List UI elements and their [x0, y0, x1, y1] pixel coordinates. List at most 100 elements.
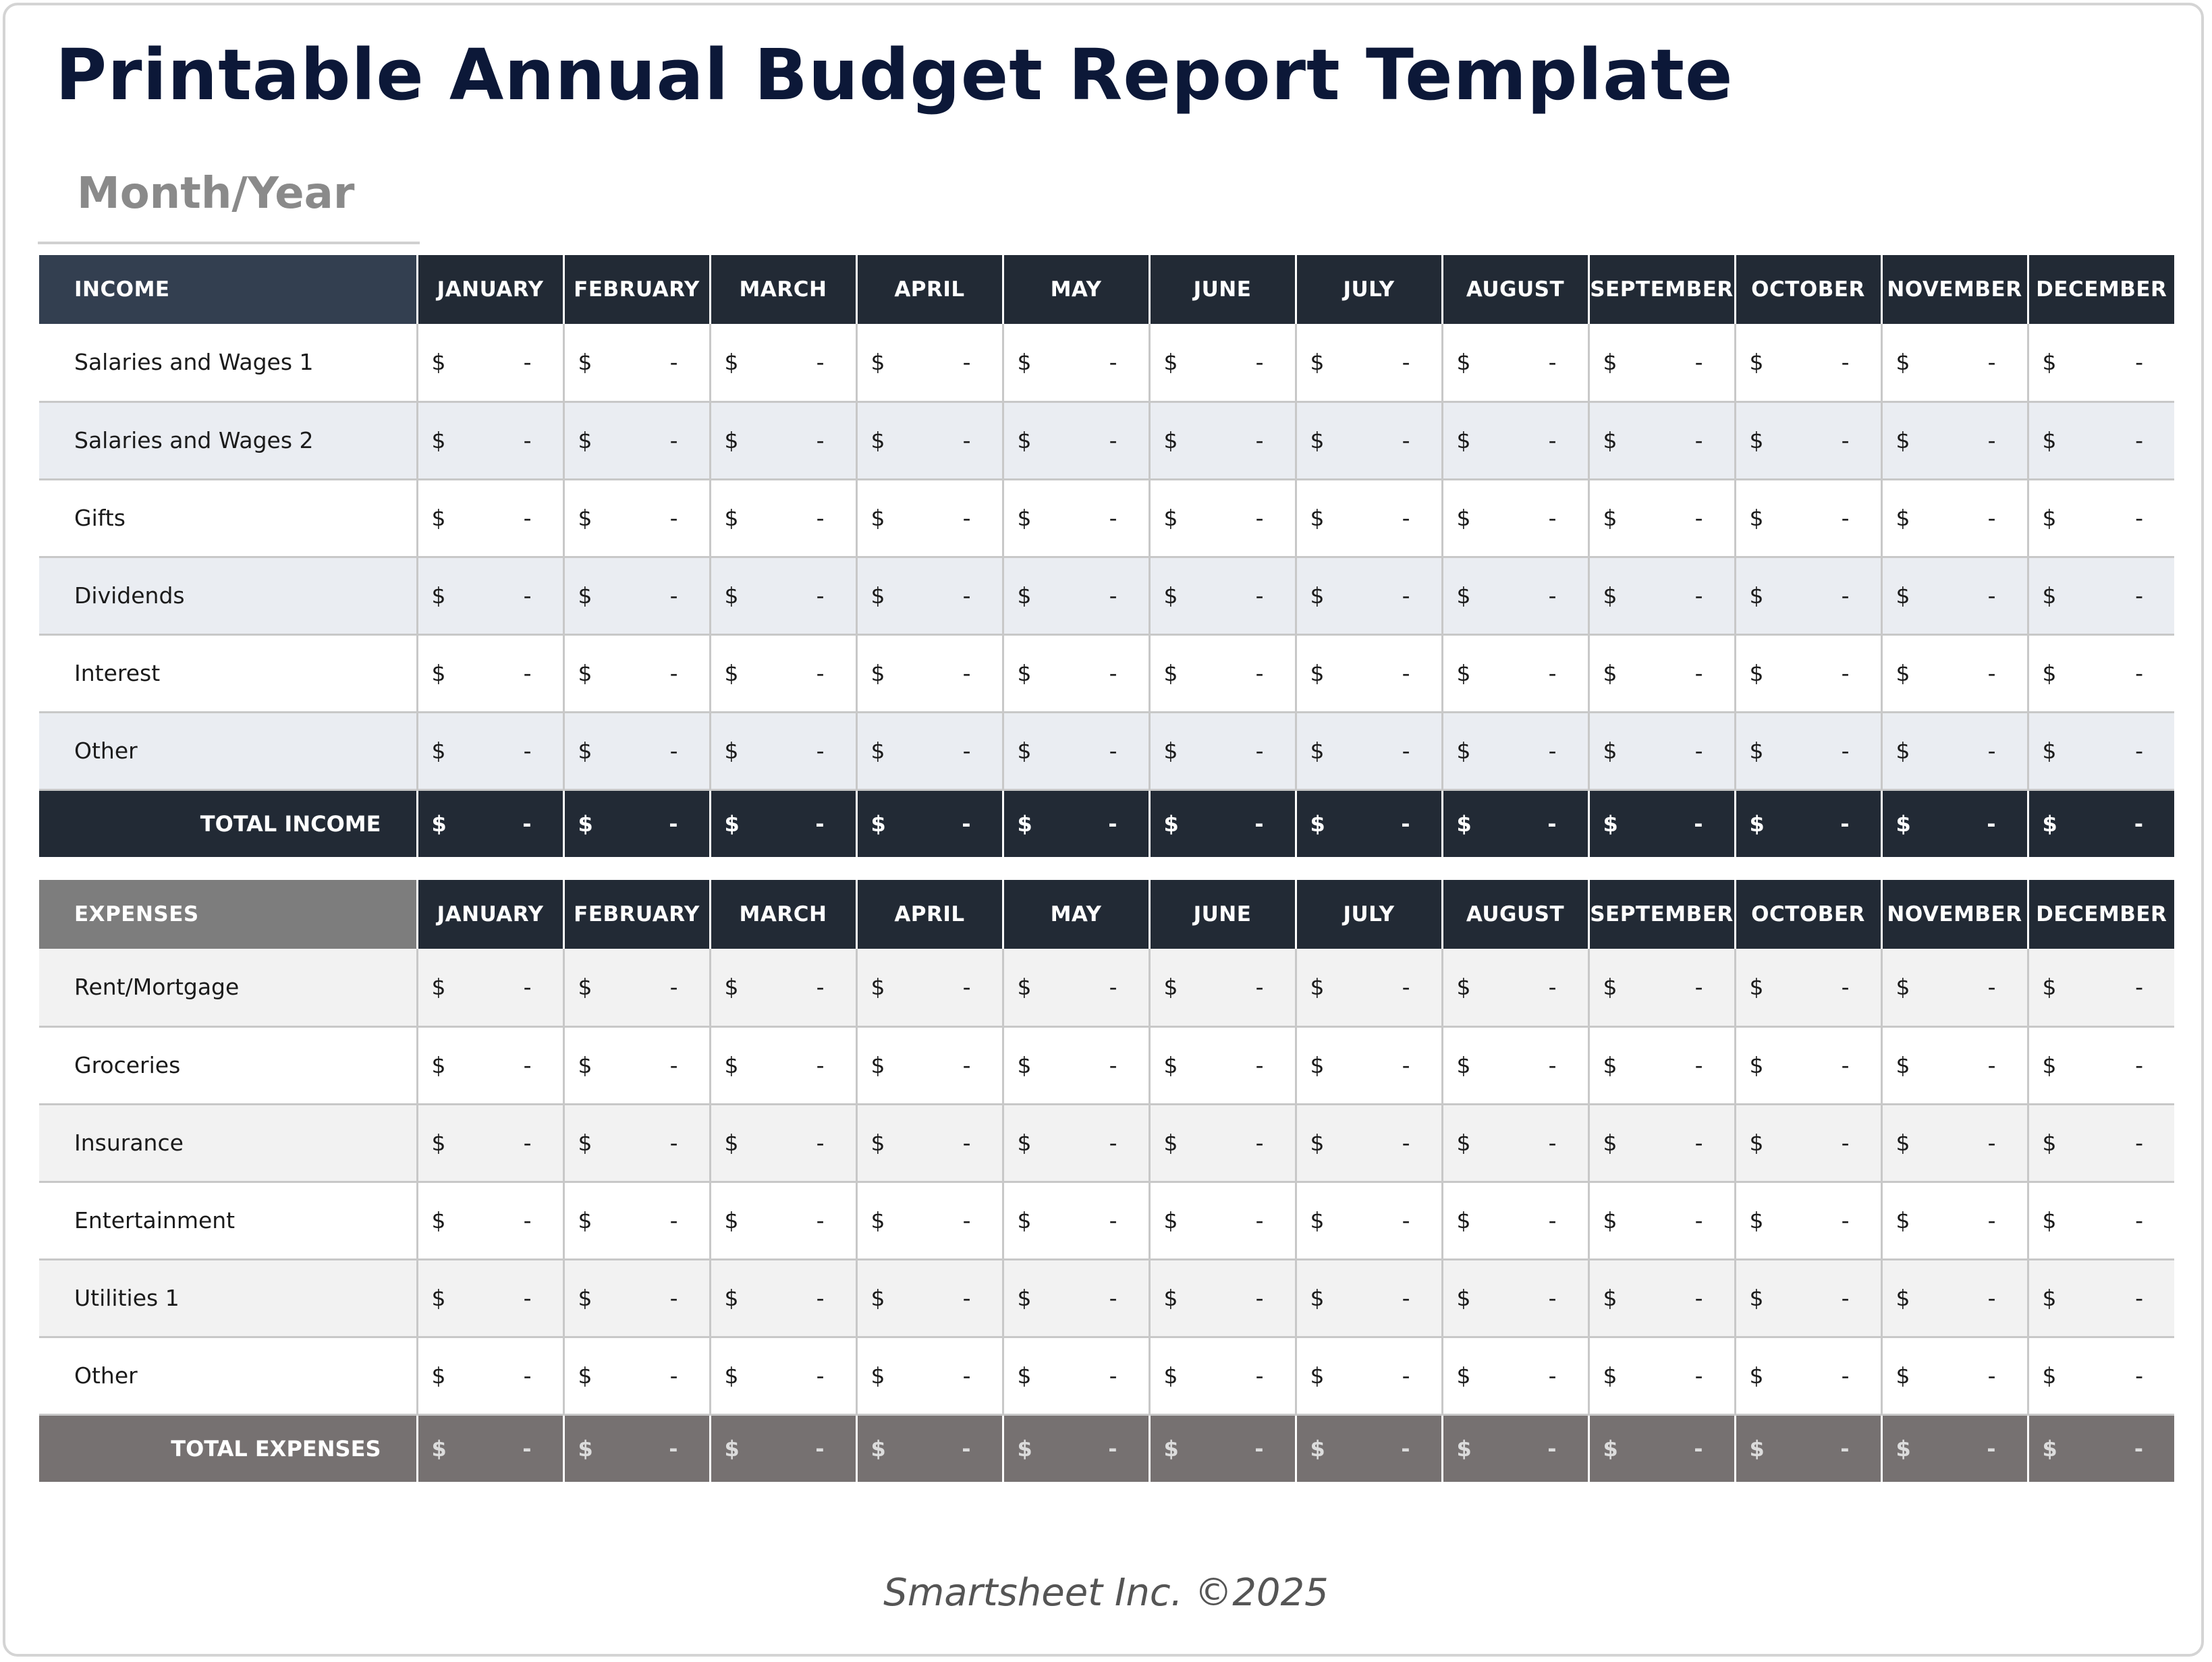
- expenses-cell[interactable]: $ -: [1441, 1259, 1588, 1338]
- income-cell[interactable]: $ -: [562, 324, 710, 403]
- expenses-cell[interactable]: $ -: [1294, 1259, 1442, 1338]
- income-cell[interactable]: $ -: [1587, 324, 1735, 403]
- income-cell[interactable]: $ -: [1587, 401, 1735, 480]
- expenses-cell[interactable]: $ -: [1880, 1182, 2028, 1261]
- income-cell[interactable]: $ -: [855, 634, 1003, 713]
- expenses-cell[interactable]: $ -: [562, 1104, 710, 1183]
- expenses-cell[interactable]: $ -: [1880, 1104, 2028, 1183]
- expenses-cell[interactable]: $ -: [709, 1182, 856, 1261]
- income-cell[interactable]: $ -: [1734, 712, 1881, 791]
- expenses-cell[interactable]: $ -: [855, 1259, 1003, 1338]
- income-row-label[interactable]: Other: [39, 712, 417, 791]
- expenses-row-label[interactable]: Rent/Mortgage: [39, 949, 417, 1028]
- income-cell[interactable]: $ -: [709, 401, 856, 480]
- expenses-row-label[interactable]: Groceries: [39, 1026, 417, 1105]
- income-cell[interactable]: $ -: [1001, 479, 1149, 558]
- expenses-cell[interactable]: $ -: [709, 1104, 856, 1183]
- expenses-row-label[interactable]: Other: [39, 1337, 417, 1416]
- income-cell[interactable]: $ -: [1441, 712, 1588, 791]
- income-cell[interactable]: $ -: [416, 557, 563, 636]
- expenses-cell[interactable]: $ -: [562, 1026, 710, 1105]
- income-row-label[interactable]: Dividends: [39, 557, 417, 636]
- expenses-cell[interactable]: $ -: [1148, 1259, 1296, 1338]
- income-cell[interactable]: $ -: [1001, 557, 1149, 636]
- expenses-cell[interactable]: $ -: [1734, 1104, 1881, 1183]
- income-cell[interactable]: $ -: [1001, 634, 1149, 713]
- expenses-cell[interactable]: $ -: [1294, 1182, 1442, 1261]
- income-cell[interactable]: $ -: [1294, 324, 1442, 403]
- expenses-cell[interactable]: $ -: [416, 1026, 563, 1105]
- expenses-cell[interactable]: $ -: [1148, 1104, 1296, 1183]
- expenses-cell[interactable]: $ -: [1441, 1182, 1588, 1261]
- expenses-cell[interactable]: $ -: [709, 1337, 856, 1416]
- income-cell[interactable]: $ -: [2026, 479, 2174, 558]
- income-cell[interactable]: $ -: [1441, 634, 1588, 713]
- income-cell[interactable]: $ -: [416, 712, 563, 791]
- income-cell[interactable]: $ -: [562, 557, 710, 636]
- expenses-cell[interactable]: $ -: [1001, 1337, 1149, 1416]
- income-cell[interactable]: $ -: [1880, 401, 2028, 480]
- income-cell[interactable]: $ -: [855, 712, 1003, 791]
- expenses-cell[interactable]: $ -: [855, 1337, 1003, 1416]
- income-row-label[interactable]: Interest: [39, 634, 417, 713]
- income-cell[interactable]: $ -: [1001, 712, 1149, 791]
- expenses-cell[interactable]: $ -: [2026, 1026, 2174, 1105]
- expenses-cell[interactable]: $ -: [1880, 1259, 2028, 1338]
- income-cell[interactable]: $ -: [2026, 401, 2174, 480]
- expenses-cell[interactable]: $ -: [1294, 1104, 1442, 1183]
- income-cell[interactable]: $ -: [855, 479, 1003, 558]
- period-label[interactable]: Month/Year: [77, 169, 355, 219]
- expenses-cell[interactable]: $ -: [1734, 1026, 1881, 1105]
- income-cell[interactable]: $ -: [1294, 479, 1442, 558]
- income-cell[interactable]: $ -: [416, 634, 563, 713]
- expenses-cell[interactable]: $ -: [2026, 1182, 2174, 1261]
- expenses-cell[interactable]: $ -: [709, 1026, 856, 1105]
- income-cell[interactable]: $ -: [709, 324, 856, 403]
- income-cell[interactable]: $ -: [2026, 634, 2174, 713]
- expenses-cell[interactable]: $ -: [1441, 1026, 1588, 1105]
- income-cell[interactable]: $ -: [416, 324, 563, 403]
- expenses-cell[interactable]: $ -: [1001, 1104, 1149, 1183]
- expenses-cell[interactable]: $ -: [1001, 1182, 1149, 1261]
- expenses-cell[interactable]: $ -: [1880, 949, 2028, 1028]
- expenses-cell[interactable]: $ -: [2026, 1104, 2174, 1183]
- income-cell[interactable]: $ -: [562, 634, 710, 713]
- expenses-cell[interactable]: $ -: [1587, 949, 1735, 1028]
- expenses-cell[interactable]: $ -: [416, 1104, 563, 1183]
- income-cell[interactable]: $ -: [1587, 557, 1735, 636]
- expenses-cell[interactable]: $ -: [562, 1182, 710, 1261]
- income-cell[interactable]: $ -: [1587, 479, 1735, 558]
- expenses-cell[interactable]: $ -: [1001, 1026, 1149, 1105]
- expenses-cell[interactable]: $ -: [1441, 1104, 1588, 1183]
- income-cell[interactable]: $ -: [1441, 479, 1588, 558]
- income-cell[interactable]: $ -: [1148, 557, 1296, 636]
- income-cell[interactable]: $ -: [1880, 479, 2028, 558]
- expenses-cell[interactable]: $ -: [855, 1104, 1003, 1183]
- income-cell[interactable]: $ -: [1001, 324, 1149, 403]
- expenses-cell[interactable]: $ -: [562, 1259, 710, 1338]
- expenses-cell[interactable]: $ -: [416, 1182, 563, 1261]
- income-cell[interactable]: $ -: [1880, 634, 2028, 713]
- expenses-cell[interactable]: $ -: [855, 949, 1003, 1028]
- income-cell[interactable]: $ -: [709, 557, 856, 636]
- expenses-cell[interactable]: $ -: [416, 949, 563, 1028]
- expenses-cell[interactable]: $ -: [1001, 949, 1149, 1028]
- income-cell[interactable]: $ -: [855, 401, 1003, 480]
- income-cell[interactable]: $ -: [1734, 557, 1881, 636]
- expenses-cell[interactable]: $ -: [855, 1026, 1003, 1105]
- income-cell[interactable]: $ -: [416, 479, 563, 558]
- income-cell[interactable]: $ -: [2026, 324, 2174, 403]
- income-cell[interactable]: $ -: [1148, 634, 1296, 713]
- expenses-cell[interactable]: $ -: [1734, 1337, 1881, 1416]
- income-cell[interactable]: $ -: [1880, 557, 2028, 636]
- income-cell[interactable]: $ -: [416, 401, 563, 480]
- expenses-cell[interactable]: $ -: [1587, 1259, 1735, 1338]
- income-cell[interactable]: $ -: [1734, 479, 1881, 558]
- income-cell[interactable]: $ -: [2026, 712, 2174, 791]
- expenses-cell[interactable]: $ -: [1587, 1104, 1735, 1183]
- expenses-cell[interactable]: $ -: [2026, 1259, 2174, 1338]
- expenses-cell[interactable]: $ -: [1587, 1182, 1735, 1261]
- income-cell[interactable]: $ -: [1734, 634, 1881, 713]
- expenses-cell[interactable]: $ -: [1734, 949, 1881, 1028]
- expenses-cell[interactable]: $ -: [1734, 1259, 1881, 1338]
